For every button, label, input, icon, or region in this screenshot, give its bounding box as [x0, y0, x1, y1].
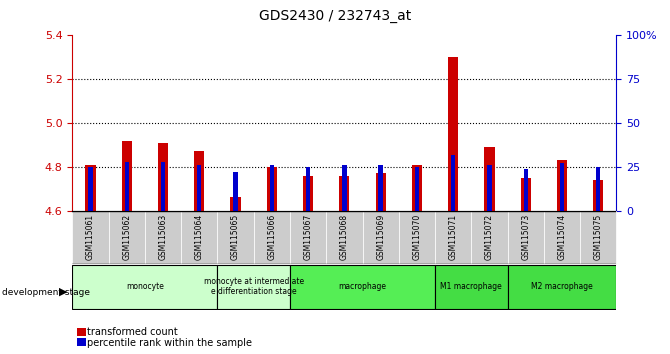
Bar [161, 161, 165, 211]
Bar [508, 211, 544, 264]
Bar [596, 167, 600, 211]
Bar [523, 169, 528, 211]
Bar [125, 161, 129, 211]
Bar [290, 211, 326, 264]
Bar [290, 265, 435, 309]
Text: GSM115062: GSM115062 [122, 214, 131, 260]
Text: GSM115061: GSM115061 [86, 214, 95, 260]
Bar [362, 211, 399, 264]
Bar [435, 265, 508, 309]
Text: development stage: development stage [2, 287, 90, 297]
Bar [342, 165, 346, 211]
Text: percentile rank within the sample: percentile rank within the sample [87, 338, 252, 348]
Bar [267, 167, 277, 211]
Bar [122, 141, 132, 211]
Bar [399, 211, 435, 264]
Text: ▶: ▶ [58, 287, 67, 297]
Bar [448, 57, 458, 211]
Bar [72, 211, 109, 264]
Bar [233, 172, 238, 211]
Text: macrophage: macrophage [338, 282, 387, 291]
Text: transformed count: transformed count [87, 327, 178, 337]
Bar [306, 167, 310, 211]
Bar [557, 160, 567, 211]
Text: GSM115071: GSM115071 [449, 214, 458, 260]
Bar [109, 211, 145, 264]
Bar [560, 163, 564, 211]
Bar [218, 265, 290, 309]
Bar [326, 211, 362, 264]
Bar [145, 211, 181, 264]
Bar [487, 165, 492, 211]
Text: monocyte: monocyte [126, 282, 164, 291]
Text: GSM115067: GSM115067 [304, 214, 313, 260]
Bar [593, 180, 604, 211]
Text: GDS2430 / 232743_at: GDS2430 / 232743_at [259, 9, 411, 23]
Bar [194, 152, 204, 211]
Bar [158, 143, 168, 211]
Text: GSM115072: GSM115072 [485, 214, 494, 260]
Bar [376, 173, 386, 211]
Bar [508, 265, 616, 309]
Text: GSM115070: GSM115070 [413, 214, 421, 260]
Bar [254, 211, 290, 264]
Bar [197, 165, 202, 211]
Bar [412, 165, 422, 211]
Bar [379, 165, 383, 211]
Bar [544, 211, 580, 264]
Bar [521, 178, 531, 211]
Text: GSM115068: GSM115068 [340, 214, 349, 260]
Text: GSM115069: GSM115069 [376, 214, 385, 260]
Bar [303, 176, 313, 211]
Bar [72, 265, 218, 309]
Text: GSM115064: GSM115064 [195, 214, 204, 260]
Text: M2 macrophage: M2 macrophage [531, 282, 593, 291]
Text: GSM115065: GSM115065 [231, 214, 240, 260]
Bar [451, 155, 456, 211]
Bar [580, 211, 616, 264]
Bar [484, 147, 494, 211]
Bar [88, 167, 92, 211]
Bar [415, 167, 419, 211]
Text: GSM115063: GSM115063 [159, 214, 168, 260]
Bar [181, 211, 218, 264]
Text: GSM115066: GSM115066 [267, 214, 276, 260]
Text: monocyte at intermediate
e differentiation stage: monocyte at intermediate e differentiati… [204, 277, 304, 296]
Text: GSM115073: GSM115073 [521, 214, 530, 260]
Text: GSM115075: GSM115075 [594, 214, 603, 260]
Bar [435, 211, 471, 264]
Bar [85, 165, 96, 211]
Text: M1 macrophage: M1 macrophage [440, 282, 502, 291]
Bar [230, 198, 241, 211]
Text: GSM115074: GSM115074 [557, 214, 567, 260]
Bar [218, 211, 254, 264]
Bar [471, 211, 508, 264]
Bar [339, 176, 350, 211]
Bar [269, 165, 274, 211]
